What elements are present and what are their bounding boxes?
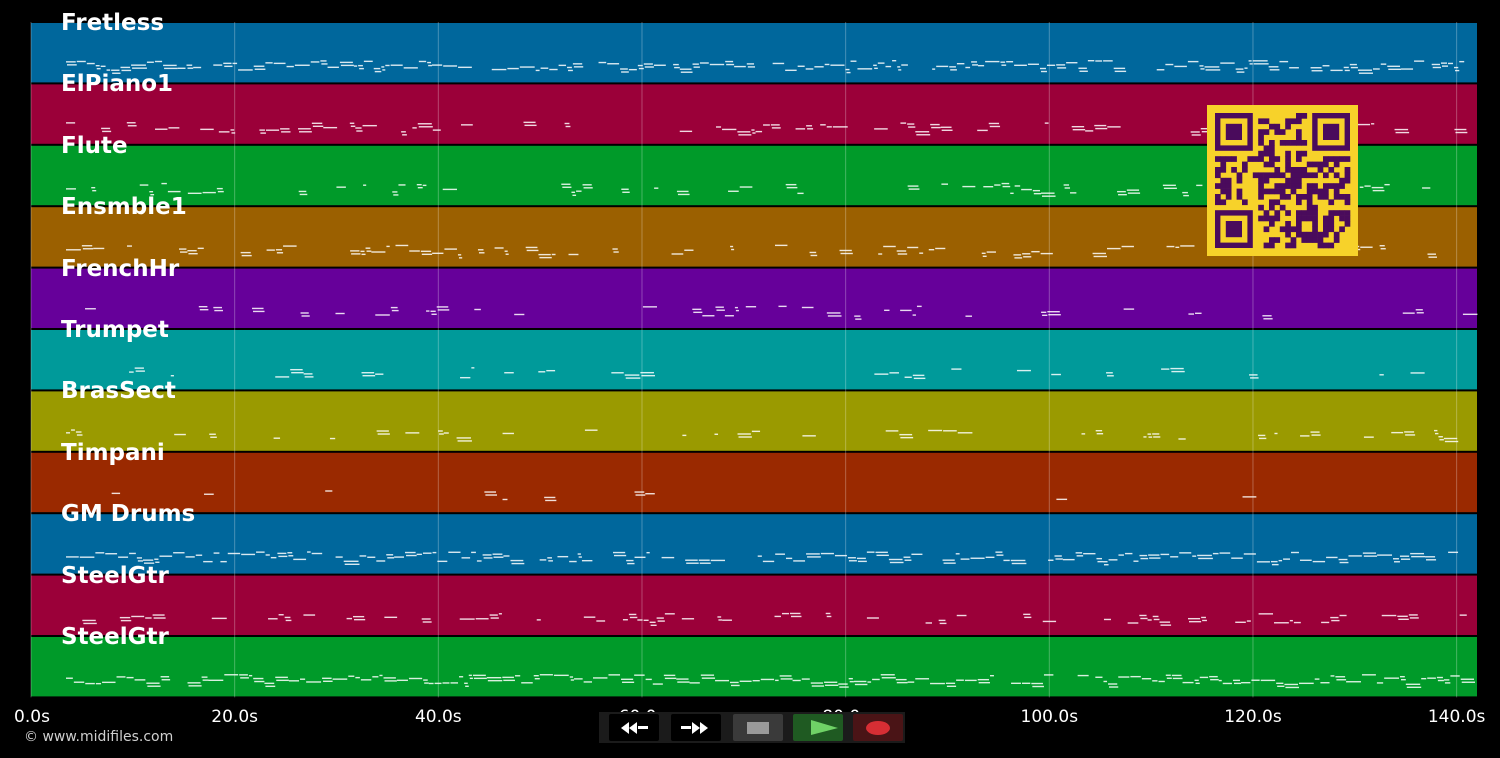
track-name: SteelGtr — [61, 562, 169, 589]
track-name: BrasSect — [61, 378, 176, 405]
time-tick-label: 100.0s — [1020, 707, 1079, 727]
track-name: Trumpet — [61, 317, 169, 343]
track-name: ElPiano1 — [61, 71, 174, 98]
track-notes — [82, 612, 1467, 626]
track-lane — [31, 514, 1477, 574]
track-notes — [111, 490, 1257, 502]
track-name: Timpani — [61, 439, 165, 466]
time-tick-label: 0.0s — [14, 707, 50, 727]
track-name: Flute — [61, 132, 128, 159]
copyright-text: © www.midifiles.com — [24, 729, 174, 745]
play-button[interactable] — [793, 714, 843, 741]
time-tick-label: 40.0s — [414, 707, 462, 727]
rewind-icon — [621, 722, 648, 734]
track-notes — [66, 551, 1459, 566]
record-button[interactable] — [853, 714, 903, 741]
track-lane — [31, 637, 1477, 697]
track-lane — [31, 330, 1477, 390]
time-tick-label: 140.0s — [1427, 707, 1486, 727]
track-notes — [85, 305, 1478, 320]
time-tick-label: 120.0s — [1224, 707, 1282, 727]
track-lane — [31, 23, 1477, 83]
track-lane — [31, 268, 1477, 328]
play-icon — [811, 720, 838, 735]
rewind-button[interactable] — [609, 714, 659, 741]
track-lane — [31, 452, 1477, 513]
track-notes — [66, 429, 1459, 443]
stop-button[interactable] — [733, 714, 783, 741]
track-notes — [66, 182, 1431, 198]
fast-forward-button[interactable] — [671, 714, 721, 741]
time-tick-label: 20.0s — [211, 707, 259, 727]
fast-forward-icon — [681, 722, 708, 734]
track-name: FrenchHr — [61, 255, 180, 282]
track-name: SteelGtr — [61, 624, 169, 650]
track-name: GM Drums — [61, 501, 196, 528]
track-notes — [129, 367, 1425, 380]
stop-icon — [747, 722, 769, 734]
track-notes — [66, 60, 1465, 74]
qr-code — [1207, 105, 1358, 256]
track-lane — [31, 391, 1477, 451]
record-icon — [866, 721, 890, 735]
track-notes — [66, 674, 1476, 689]
transport-controls — [599, 712, 905, 743]
track-name: Ensmble1 — [61, 194, 187, 221]
track-lane — [31, 575, 1477, 635]
track-name: Fretless — [61, 10, 165, 36]
